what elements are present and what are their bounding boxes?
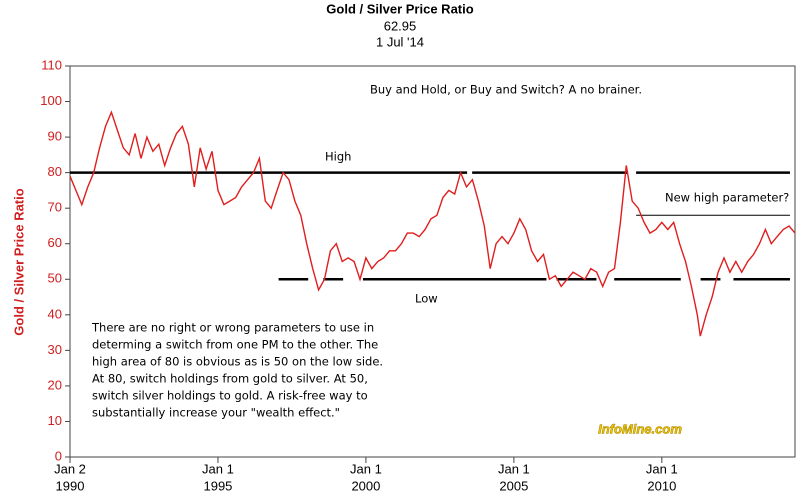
- watermark: InfoMine.com: [598, 421, 682, 436]
- note-line: At 80, switch holdings from gold to silv…: [92, 372, 368, 386]
- x-tick-label: Jan 1: [202, 461, 234, 476]
- y-tick-label: 70: [48, 200, 62, 215]
- x-tick-label: Jan 1: [646, 461, 678, 476]
- headline: Buy and Hold, or Buy and Switch? A no br…: [370, 83, 642, 97]
- note-line: There are no right or wrong parameters t…: [91, 321, 374, 335]
- y-tick-label: 110: [41, 57, 62, 72]
- note-line: high area of 80 is obvious as is 50 on t…: [92, 355, 383, 369]
- y-tick-label: 30: [48, 342, 62, 357]
- y-tick-label: 100: [40, 93, 62, 108]
- x-tick-year: 2005: [499, 478, 528, 493]
- new-high-label: New high parameter?: [665, 191, 789, 205]
- x-tick-label: Jan 1: [350, 461, 382, 476]
- x-tick-year: 2000: [351, 478, 380, 493]
- y-tick-label: 10: [48, 413, 62, 428]
- x-tick-year: 1990: [56, 478, 85, 493]
- note-line: switch silver holdings to gold. A risk-f…: [92, 389, 368, 403]
- y-tick-label: 80: [48, 164, 62, 179]
- y-tick-label: 50: [48, 271, 62, 286]
- y-tick-label: 60: [48, 235, 62, 250]
- plot-frame: [69, 65, 796, 458]
- low-label: Low: [415, 292, 438, 306]
- high-label: High: [325, 150, 351, 164]
- y-tick-label: 0: [55, 448, 62, 463]
- current-value: 62.95: [384, 18, 417, 33]
- x-tick-year: 1995: [203, 478, 232, 493]
- x-tick-label: Jan 2: [54, 461, 86, 476]
- x-tick-label: Jan 1: [498, 461, 530, 476]
- date: 1 Jul '14: [376, 34, 424, 49]
- y-axis-label: Gold / Silver Price Ratio: [11, 188, 26, 335]
- y-tick-label: 40: [48, 306, 62, 321]
- price-ratio-line: [69, 110, 796, 337]
- note-line: determing a switch from one PM to the ot…: [92, 338, 378, 352]
- y-tick-label: 20: [48, 377, 62, 392]
- note-line: substantially increase your "wealth effe…: [92, 406, 340, 420]
- chart-title: Gold / Silver Price Ratio: [326, 1, 473, 16]
- x-tick-year: 2010: [647, 478, 676, 493]
- y-tick-label: 90: [48, 129, 62, 144]
